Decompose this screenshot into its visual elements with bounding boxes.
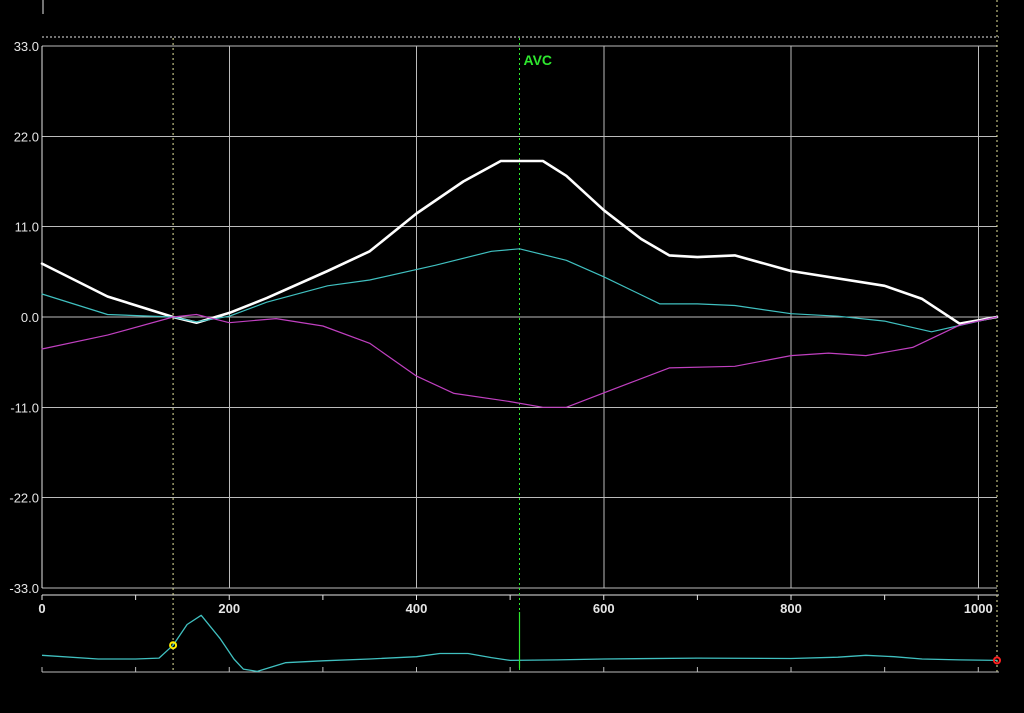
global-strain-line	[40, 159, 999, 325]
y-tick-label: -22.0	[9, 491, 39, 506]
y-tick-label: 33.0	[14, 39, 39, 54]
cyan-strain-line	[41, 248, 998, 333]
magenta-strain-line	[41, 313, 998, 408]
ecg-trace	[41, 614, 998, 673]
x-tick-label: 800	[780, 601, 802, 616]
event-markers: AVC	[172, 0, 998, 672]
x-tick-label: 0	[38, 601, 45, 616]
x-tick-label: 200	[218, 601, 240, 616]
y-tick-label: 0.0	[21, 310, 39, 325]
y-axis-ticks: 33.0 22.0 11.0 0.0 -11.0 -22.0 -33.0	[9, 39, 39, 596]
strain-curves	[40, 159, 999, 408]
x-tick-label: 400	[406, 601, 428, 616]
y-tick-label: 11.0	[15, 220, 39, 235]
ecg-point-marker	[169, 641, 178, 650]
x-axis-ticks: 0 200 400 600 800 1000	[38, 601, 992, 616]
x-tick-label: 1000	[964, 601, 993, 616]
y-tick-label: -33.0	[9, 581, 39, 596]
ecg-point-marker	[993, 656, 1001, 665]
y-tick-label: 22.0	[14, 129, 39, 144]
y-tick-label: -11.0	[10, 400, 39, 415]
plot-frame	[41, 0, 999, 600]
x-tick-label: 600	[593, 601, 615, 616]
grid-lines	[42, 45, 997, 589]
avc-marker-label: AVC	[524, 52, 553, 68]
ecg-panel	[41, 612, 1001, 673]
